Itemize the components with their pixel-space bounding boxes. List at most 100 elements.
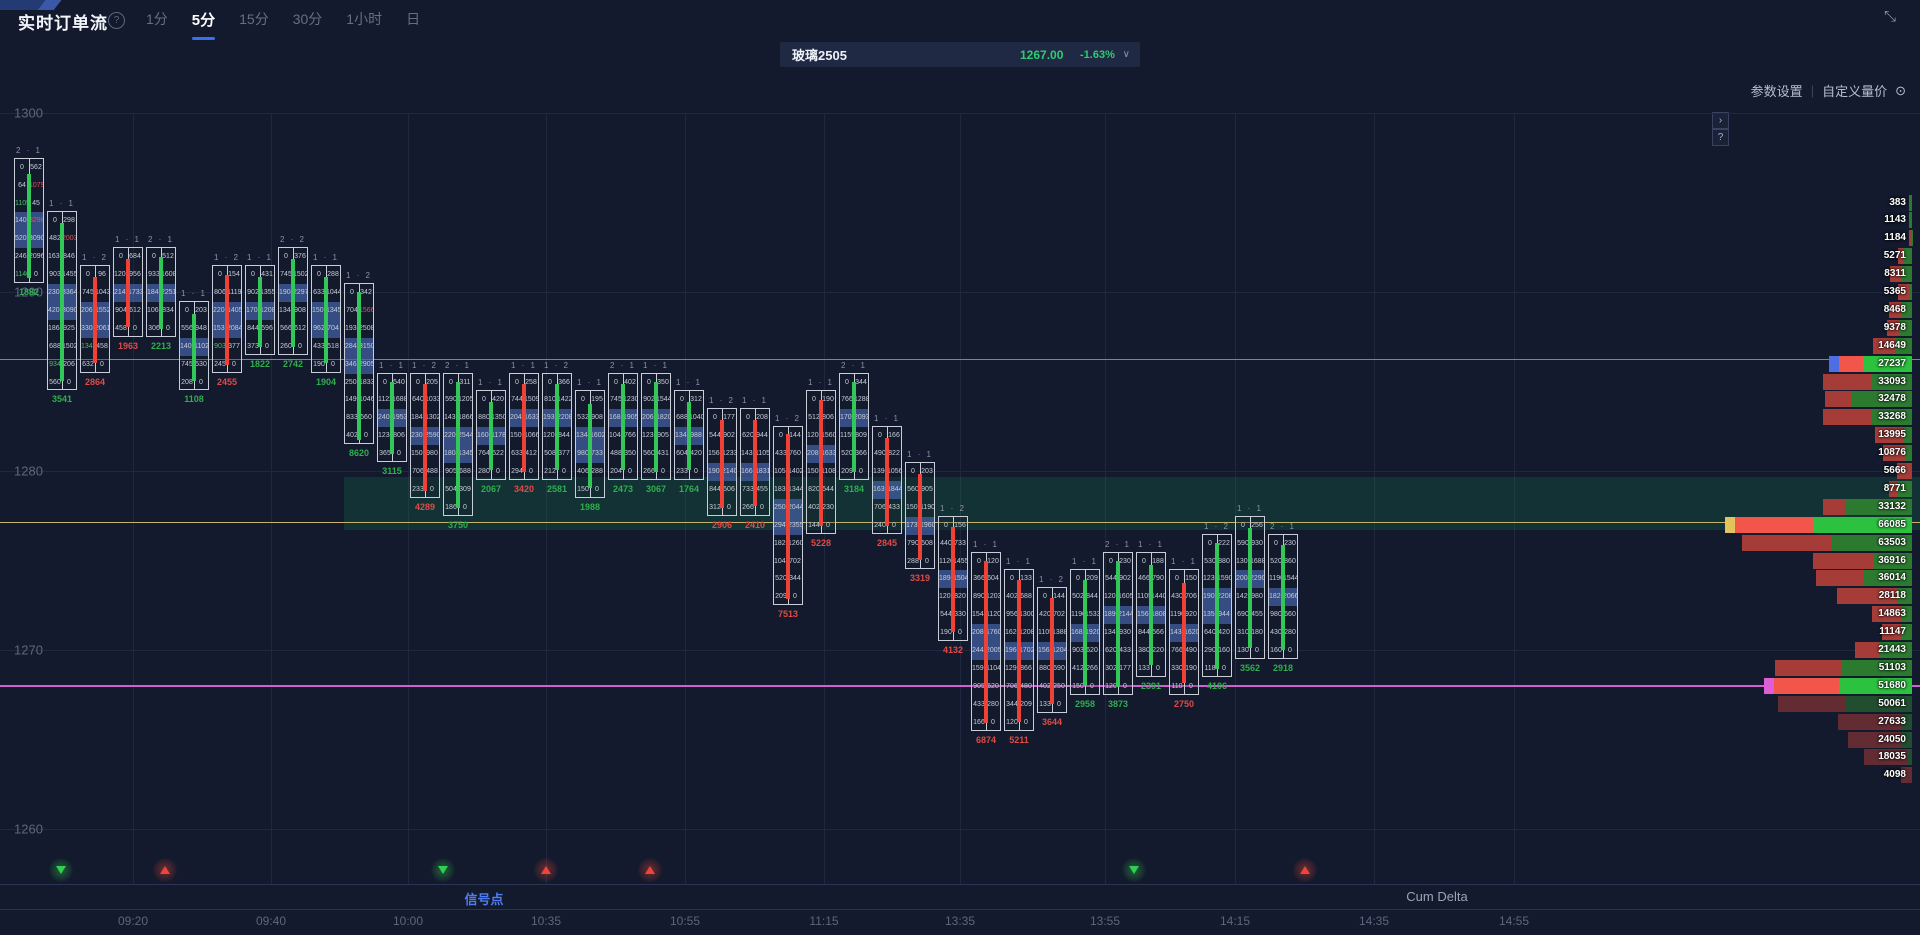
bid-value: 504 bbox=[445, 485, 457, 493]
candle-delta-total: 2750 bbox=[1173, 698, 1195, 709]
tab-15分[interactable]: 15分 bbox=[239, 11, 269, 27]
bid-ask-row: 1864925 bbox=[48, 320, 76, 338]
ask-value: 3150 bbox=[359, 342, 373, 350]
time-axis-label: 09:20 bbox=[117, 914, 149, 928]
ask-value: 0 bbox=[496, 468, 500, 476]
tab-1小时[interactable]: 1小时 bbox=[346, 11, 383, 27]
ask-value: 0 bbox=[529, 468, 533, 476]
bid-ask-row: 14331105 bbox=[741, 445, 769, 463]
bid-value: 312 bbox=[709, 503, 721, 511]
bid-value: 766 bbox=[1171, 647, 1183, 655]
ask-value: 908 bbox=[294, 306, 306, 314]
ask-value: 860 bbox=[1284, 557, 1296, 565]
bid-value: 810 bbox=[544, 396, 556, 404]
bid-ask-row: 904 612 bbox=[114, 302, 142, 320]
bid-value: 880 bbox=[478, 414, 490, 422]
time-axis-label: 10:55 bbox=[669, 914, 701, 928]
settings-button[interactable]: 参数设置 bbox=[1750, 84, 1803, 99]
ask-value: 230 bbox=[1284, 539, 1296, 547]
custom-volume-price-button[interactable]: 自定义量价 bbox=[1822, 84, 1888, 99]
bid-ask-row: 212 0 bbox=[543, 463, 571, 481]
bid-value: 310 bbox=[1237, 629, 1249, 637]
expand-panel-button[interactable]: › bbox=[1712, 112, 1729, 129]
ask-value: 0 bbox=[1189, 682, 1193, 690]
ask-value: 96 bbox=[98, 271, 106, 279]
ask-value: 1388 bbox=[1052, 629, 1066, 637]
ask-value: 0 bbox=[67, 378, 71, 386]
volume-profile-row bbox=[1882, 624, 1912, 641]
tab-5分[interactable]: 5分 bbox=[191, 9, 216, 40]
footprint-candle: 0258744150920441633150810666334122940 bbox=[509, 372, 539, 480]
ask-value: 350 bbox=[624, 450, 636, 458]
bid-ask-row: 458 0 bbox=[114, 320, 142, 338]
volume-profile-row bbox=[1897, 284, 1912, 300]
volume-profile-row bbox=[1825, 391, 1912, 408]
bid-value: 1502 bbox=[906, 503, 920, 511]
bid-ask-row: 0 256 bbox=[1236, 517, 1264, 535]
signal-point-label[interactable]: 信号点 bbox=[464, 892, 504, 907]
bid-ask-row: 0 376 bbox=[279, 248, 307, 266]
ask-value: 2140 bbox=[722, 468, 736, 476]
bid-ask-row: 288 0 bbox=[906, 553, 934, 571]
candle-top-marker: 1 · 2 bbox=[345, 271, 373, 281]
vp-value: 8468 bbox=[1883, 303, 1906, 315]
bid-ask-row: 844 566 bbox=[1137, 624, 1165, 642]
bid-ask-row: 312 0 bbox=[708, 499, 736, 517]
ask-value: 0 bbox=[661, 468, 665, 476]
gear-icon[interactable]: ⊙ bbox=[1895, 82, 1906, 98]
bid-ask-row: 520 366 bbox=[840, 445, 868, 463]
bid-ask-row: 0 177 bbox=[708, 409, 736, 427]
tab-日[interactable]: 日 bbox=[406, 11, 421, 27]
ask-value: 0 bbox=[166, 324, 170, 332]
ask-value: 518 bbox=[327, 342, 339, 350]
ask-value: 560 bbox=[360, 414, 372, 422]
help-icon[interactable]: ? bbox=[108, 12, 125, 29]
bid-value: 0 bbox=[1076, 575, 1080, 583]
ask-value: 45 bbox=[32, 199, 40, 207]
tab-1分[interactable]: 1分 bbox=[146, 11, 168, 27]
signal-triangle bbox=[56, 866, 66, 874]
vp-sell-segment bbox=[1874, 427, 1903, 444]
bid-value: 560 bbox=[643, 450, 655, 458]
ask-value: 540 bbox=[393, 378, 405, 386]
signal-triangle bbox=[438, 866, 448, 874]
ask-value: 0 bbox=[1255, 647, 1259, 655]
bid-value: 1203 bbox=[114, 271, 128, 279]
bid-value: 745 bbox=[610, 396, 622, 404]
bid-value: 288 bbox=[907, 557, 919, 565]
volume-profile-row bbox=[1888, 480, 1912, 497]
vp-value: 13995 bbox=[1878, 429, 1906, 441]
bid-ask-row: 0 195 bbox=[576, 391, 604, 409]
vp-sell-segment bbox=[1822, 409, 1872, 426]
bid-ask-row: 903 620 bbox=[1071, 642, 1099, 660]
bid-ask-row: 1122 1688 bbox=[378, 391, 406, 409]
bid-ask-row: 1140 0 bbox=[15, 266, 43, 284]
ask-value: 944 bbox=[1218, 611, 1230, 619]
bid-value: 1044 bbox=[609, 432, 623, 440]
candle-top-marker: 1 · 2 bbox=[81, 253, 109, 263]
panel-help-button[interactable]: ? bbox=[1712, 129, 1729, 146]
collapse-icon[interactable]: ⤡ bbox=[1883, 8, 1896, 25]
instrument-selector[interactable]: 玻璃2505 1267.00 -1.63% ∨ bbox=[780, 42, 1140, 67]
bid-ask-row: 502 844 bbox=[1071, 588, 1099, 606]
vp-buy-segment bbox=[1902, 427, 1912, 444]
bid-ask-row: 0 203 bbox=[906, 463, 934, 481]
bid-value: 150 bbox=[1072, 682, 1084, 690]
ask-value: 930 bbox=[1119, 629, 1131, 637]
bid-value: 1702 bbox=[840, 414, 854, 422]
bid-value: 190 bbox=[313, 360, 325, 368]
chevron-down-icon[interactable]: ∨ bbox=[1122, 49, 1130, 60]
tab-30分[interactable]: 30分 bbox=[292, 11, 323, 27]
bid-ask-row: 902 1544 bbox=[642, 391, 670, 409]
ask-value: 342 bbox=[360, 289, 372, 297]
bid-value: 0 bbox=[944, 521, 948, 529]
ask-value: 596 bbox=[261, 324, 273, 332]
ask-value: 980 bbox=[1251, 593, 1263, 601]
vp-value: 9378 bbox=[1883, 321, 1906, 333]
